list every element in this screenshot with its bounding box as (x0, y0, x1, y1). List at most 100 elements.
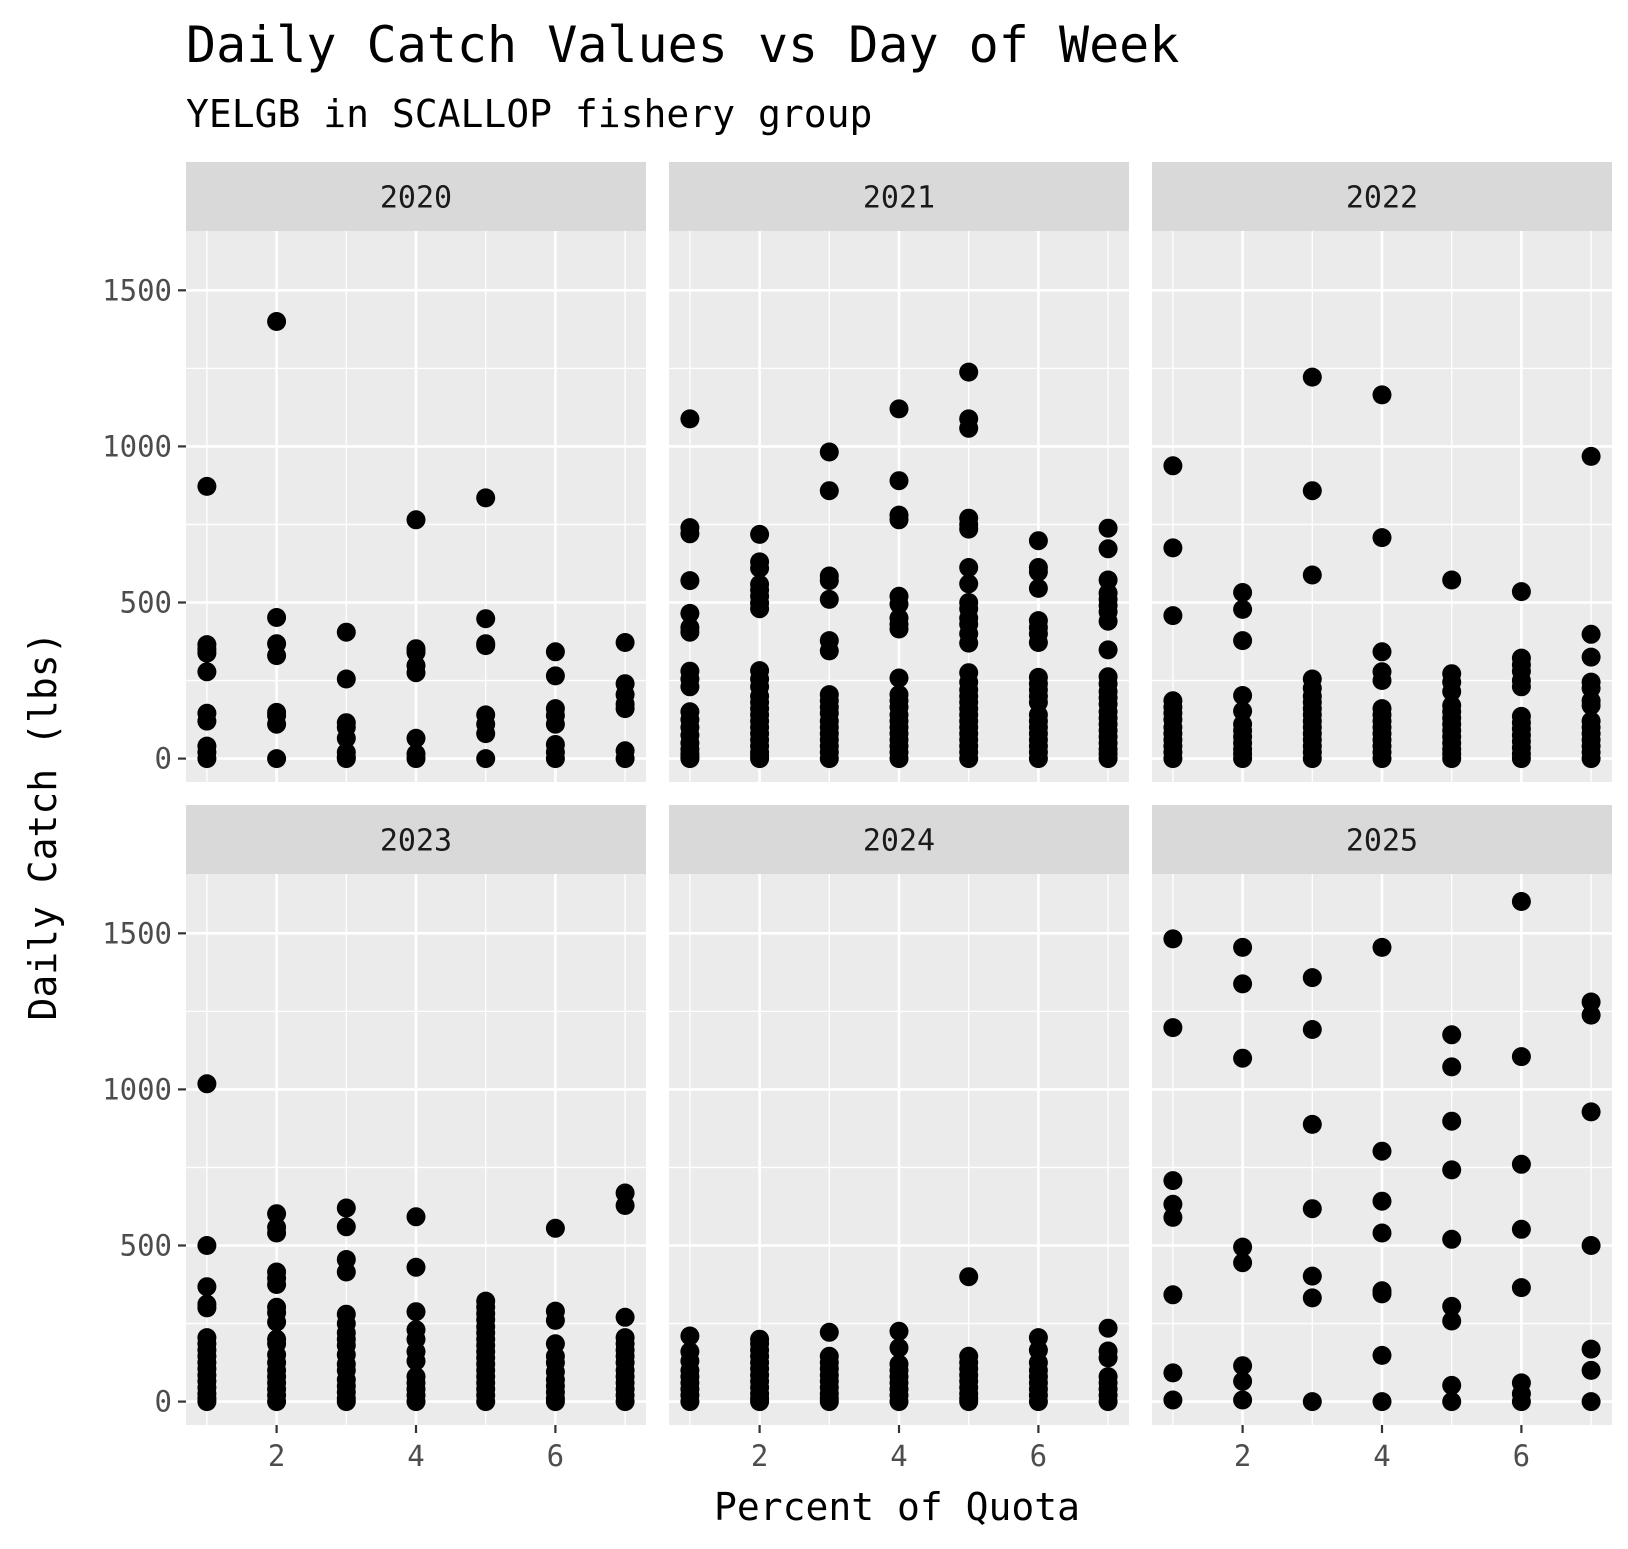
data-point (1442, 1160, 1462, 1180)
data-point (1302, 1288, 1322, 1308)
facet-strip (669, 805, 1129, 874)
x-tick-label: 2 (751, 1439, 768, 1473)
data-point (1233, 974, 1253, 994)
data-point (959, 558, 979, 577)
data-point (1442, 1025, 1462, 1045)
data-point (197, 1236, 217, 1255)
x-tick-label: 4 (890, 1439, 907, 1473)
facet-strip-label: 2023 (380, 824, 452, 859)
facet-strip (1152, 162, 1612, 231)
data-point (1302, 1020, 1322, 1039)
data-point (959, 519, 979, 539)
data-point (545, 714, 565, 734)
data-point (197, 1277, 217, 1297)
data-point (336, 728, 356, 748)
data-point (1302, 1199, 1322, 1219)
data-point (1098, 539, 1118, 559)
data-point (750, 524, 770, 544)
facet-strip-label: 2024 (863, 824, 935, 859)
data-point (959, 1392, 979, 1412)
data-point (406, 1351, 426, 1371)
data-point (1028, 633, 1048, 652)
data-point (819, 641, 839, 661)
data-point (545, 1310, 565, 1330)
data-point (959, 574, 979, 594)
data-point (1028, 531, 1048, 551)
data-point (1581, 1360, 1601, 1380)
data-point (1511, 1392, 1531, 1412)
data-point (1233, 701, 1253, 721)
data-point (1442, 749, 1462, 769)
data-point (1511, 749, 1531, 769)
data-point (1302, 749, 1322, 769)
data-point (750, 1392, 770, 1412)
data-point (545, 642, 565, 662)
data-point (1581, 1005, 1601, 1025)
data-point (1442, 1229, 1462, 1249)
data-point (1372, 1191, 1392, 1211)
y-tick-label: 1500 (102, 916, 172, 950)
facet-strip (1152, 805, 1612, 874)
data-point (1098, 611, 1118, 631)
data-point (267, 646, 287, 666)
data-point (819, 481, 839, 501)
data-point (1233, 1390, 1253, 1410)
data-point (406, 749, 426, 769)
data-point (819, 589, 839, 609)
data-point (1233, 1048, 1253, 1068)
data-point (889, 619, 909, 639)
data-point (1581, 1339, 1601, 1359)
facet-strip (186, 162, 646, 231)
facet-strip-label: 2025 (1346, 824, 1418, 859)
data-point (1233, 583, 1253, 602)
data-point (1302, 1266, 1322, 1286)
facet-panel-2021: 2021 (669, 162, 1129, 782)
facet-panels: 2020 0 500 1000 1500 2021 2022 2023 0 500 1000 1500… (102, 162, 1612, 1473)
data-point (1163, 1194, 1183, 1214)
data-point (545, 1392, 565, 1412)
data-point (336, 1217, 356, 1237)
data-point (1233, 686, 1253, 705)
facet-strip-label: 2022 (1346, 181, 1418, 216)
x-tick-label: 4 (407, 1439, 424, 1473)
data-point (1163, 1390, 1183, 1410)
data-point (1233, 749, 1253, 769)
data-point (959, 633, 979, 653)
y-tick-label: 0 (155, 1385, 172, 1419)
facet-panel-2020: 2020 0 500 1000 1500 (102, 162, 646, 782)
data-point (819, 1392, 839, 1412)
y-tick-label: 500 (120, 1228, 172, 1262)
data-point (1511, 1154, 1531, 1174)
data-point (476, 636, 496, 656)
data-point (1163, 1171, 1183, 1191)
data-point (1098, 749, 1118, 769)
data-point (1163, 749, 1183, 769)
data-point (1372, 1141, 1392, 1161)
data-point (1372, 528, 1392, 548)
data-point (1233, 631, 1253, 651)
data-point (406, 1207, 426, 1227)
data-point (680, 524, 700, 544)
data-point (1442, 682, 1462, 701)
data-point (1442, 1296, 1462, 1316)
data-point (1098, 640, 1118, 660)
facet-panel-2025: 2025 2 4 6 (1152, 805, 1612, 1473)
data-point (750, 749, 770, 769)
x-tick-label: 6 (1513, 1439, 1530, 1473)
facet-strip (186, 805, 646, 874)
data-point (1302, 1392, 1322, 1412)
y-tick-label: 1500 (102, 273, 172, 307)
data-point (545, 666, 565, 686)
data-point (1442, 1392, 1462, 1412)
data-point (1372, 642, 1392, 662)
data-point (615, 699, 635, 719)
data-point (1163, 929, 1183, 949)
data-point (1511, 582, 1531, 602)
data-point (889, 594, 909, 614)
data-point (336, 1198, 356, 1218)
facet-strip-label: 2021 (863, 181, 935, 216)
data-point (267, 312, 287, 331)
data-point (819, 571, 839, 591)
data-point (1163, 1207, 1183, 1227)
